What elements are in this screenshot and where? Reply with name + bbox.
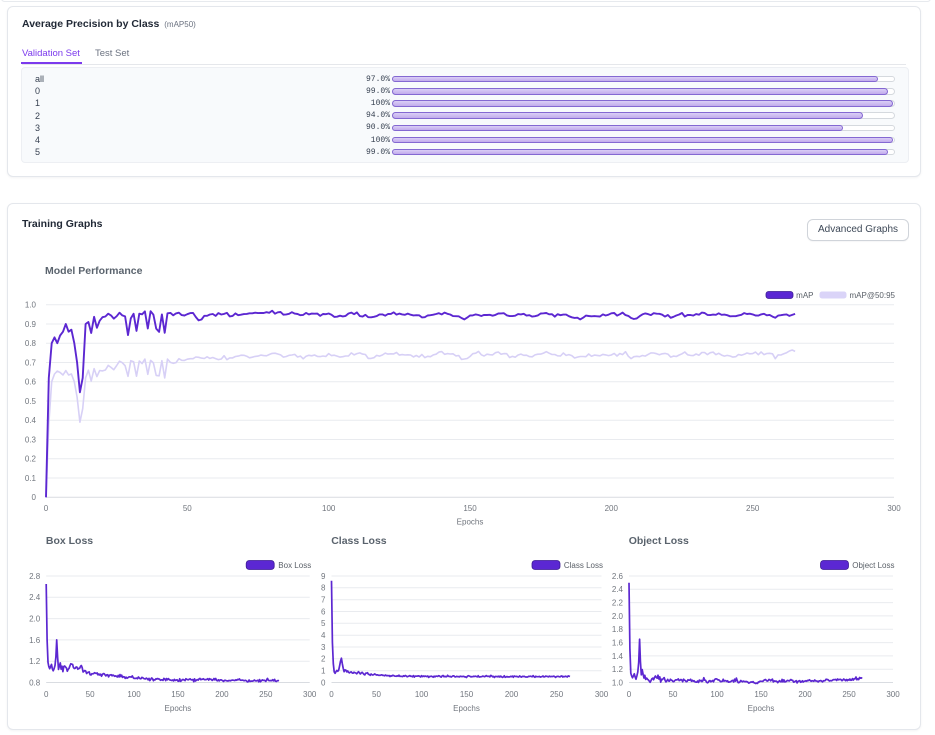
svg-text:1.6: 1.6 [29,636,41,645]
svg-text:200: 200 [505,690,519,699]
svg-text:0: 0 [44,504,49,513]
svg-text:250: 250 [746,504,760,513]
svg-text:1.6: 1.6 [612,639,624,648]
svg-text:250: 250 [550,690,564,699]
svg-text:6: 6 [321,607,326,616]
svg-text:0.6: 0.6 [25,378,37,387]
svg-text:mAP: mAP [796,291,813,300]
svg-text:Object Loss: Object Loss [629,535,689,547]
svg-text:2: 2 [321,655,326,664]
svg-text:0: 0 [44,690,49,699]
svg-text:2.0: 2.0 [612,612,624,621]
svg-text:2.4: 2.4 [29,593,41,602]
svg-text:2.0: 2.0 [29,615,41,624]
svg-text:0: 0 [627,690,632,699]
svg-text:Epochs: Epochs [748,704,775,713]
svg-text:200: 200 [215,690,229,699]
svg-text:150: 150 [754,690,768,699]
svg-text:1: 1 [321,667,326,676]
svg-text:300: 300 [303,690,317,699]
svg-text:0.2: 0.2 [25,455,37,464]
svg-text:Epochs: Epochs [165,704,192,713]
svg-text:100: 100 [322,504,336,513]
svg-text:150: 150 [463,504,477,513]
svg-text:Model Performance: Model Performance [45,265,143,277]
svg-text:100: 100 [710,690,724,699]
svg-text:0.4: 0.4 [25,416,37,425]
svg-text:1.2: 1.2 [29,657,41,666]
svg-text:2.8: 2.8 [29,572,41,581]
svg-text:2.6: 2.6 [612,572,624,581]
svg-text:0: 0 [321,678,326,687]
svg-text:0.1: 0.1 [25,474,37,483]
svg-text:Class Loss: Class Loss [564,561,603,570]
svg-text:50: 50 [183,504,192,513]
svg-text:Class Loss: Class Loss [331,535,387,547]
svg-text:0: 0 [32,493,37,502]
svg-text:0.8: 0.8 [29,678,41,687]
svg-text:2.2: 2.2 [612,599,624,608]
svg-text:1.0: 1.0 [25,301,37,310]
svg-text:4: 4 [321,631,326,640]
svg-text:Box Loss: Box Loss [278,561,311,570]
svg-text:7: 7 [321,596,326,605]
svg-text:mAP@50:95: mAP@50:95 [850,291,896,300]
svg-text:0.5: 0.5 [25,397,37,406]
svg-text:50: 50 [86,690,95,699]
svg-text:Box Loss: Box Loss [46,535,93,547]
svg-text:50: 50 [669,690,678,699]
svg-text:150: 150 [460,690,474,699]
svg-text:0.7: 0.7 [25,358,37,367]
svg-text:200: 200 [798,690,812,699]
svg-text:0.9: 0.9 [25,320,37,329]
svg-text:Epochs: Epochs [453,704,480,713]
svg-text:0.3: 0.3 [25,435,37,444]
svg-text:150: 150 [171,690,185,699]
svg-text:50: 50 [372,690,381,699]
svg-text:0: 0 [329,690,334,699]
svg-text:1.2: 1.2 [612,665,624,674]
svg-text:100: 100 [415,690,429,699]
svg-text:300: 300 [886,690,900,699]
svg-text:300: 300 [887,504,901,513]
svg-text:8: 8 [321,584,326,593]
svg-text:300: 300 [595,690,609,699]
svg-text:1.4: 1.4 [612,652,624,661]
svg-text:250: 250 [842,690,856,699]
svg-text:Object Loss: Object Loss [852,561,894,570]
svg-text:1.0: 1.0 [612,678,624,687]
svg-text:9: 9 [321,572,326,581]
svg-text:200: 200 [605,504,619,513]
svg-text:0.8: 0.8 [25,339,37,348]
svg-text:1.8: 1.8 [612,625,624,634]
svg-text:3: 3 [321,643,326,652]
svg-text:5: 5 [321,619,326,628]
svg-text:100: 100 [127,690,141,699]
svg-text:250: 250 [259,690,273,699]
svg-text:2.4: 2.4 [612,585,624,594]
svg-text:Epochs: Epochs [457,518,484,527]
